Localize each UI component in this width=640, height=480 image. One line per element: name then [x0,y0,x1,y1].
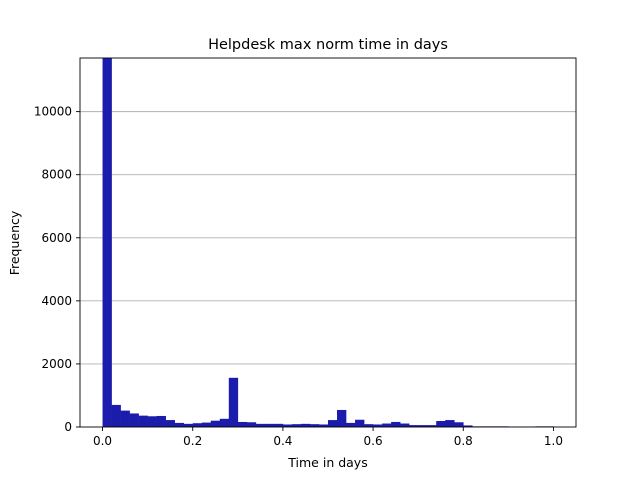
histogram-bar-30 [373,424,383,427]
histogram-bar-21 [291,424,302,427]
y-tick-label-4: 8000 [41,168,72,182]
histogram-bar-6 [156,415,166,427]
histogram-bar-9 [183,423,194,427]
histogram-bar-18 [264,423,275,427]
histogram-bar-25 [328,420,338,427]
histogram-bar-22 [300,423,311,427]
x-tick-label-2: 0.4 [273,434,292,448]
histogram-bar-11 [201,422,212,427]
plot-frame [79,57,577,428]
histogram-bar-31 [382,423,392,427]
histogram-bars [102,58,554,427]
histogram-bar-2 [120,410,130,427]
x-tick-label-4: 0.8 [454,434,473,448]
histogram-bar-13 [219,418,230,427]
histogram-bar-5 [147,416,157,427]
histogram-bar-16 [246,422,257,427]
histogram-bar-37 [436,421,446,427]
histogram-bar-10 [192,423,203,427]
histogram-bar-12 [210,420,221,427]
y-tick-label-1: 2000 [41,357,72,371]
histogram-bar-19 [273,423,284,427]
histogram-bar-23 [309,424,320,427]
y-tick-label-0: 0 [64,420,72,434]
y-axis-label: Frequency [7,210,22,275]
x-tick-label-1: 0.2 [183,434,202,448]
axis-ticks: 0.0 0.2 0.4 0.6 0.8 1.0 0 2000 4000 6000 8000 10000 [34,105,563,448]
histogram-bar-27 [346,422,356,427]
histogram-bar-32 [391,421,401,427]
histogram-bar-4 [138,415,148,427]
histogram-bar-34 [409,425,419,427]
histogram-bar-3 [129,413,139,427]
histogram-bar-7 [165,420,175,427]
histogram-bar-8 [174,422,185,427]
y-tick-label-5: 10000 [34,105,72,119]
histogram-bar-29 [364,424,374,427]
histogram-bar-36 [427,425,437,427]
histogram-bar-33 [400,423,410,427]
histogram-bar-38 [445,420,455,427]
histogram-bar-14 [228,377,239,427]
chart-title: Helpdesk max norm time in days [208,37,448,53]
gridlines [80,111,576,365]
histogram-bar-28 [355,419,365,427]
histogram-bar-15 [237,421,248,427]
histogram-bar-40 [463,425,473,427]
histogram-bar-39 [454,422,464,427]
histogram-bar-0 [102,58,112,427]
histogram-bar-20 [282,424,293,427]
histogram-bar-26 [337,409,347,427]
x-tick-label-3: 0.6 [364,434,383,448]
x-tick-label-5: 1.0 [544,434,563,448]
y-tick-label-2: 4000 [41,294,72,308]
histogram-bar-24 [318,424,329,427]
histogram-bar-35 [418,425,428,427]
y-tick-label-3: 6000 [41,231,72,245]
x-axis-label: Time in days [287,455,367,470]
x-tick-label-0: 0.0 [93,434,112,448]
histogram-bar-17 [255,423,266,427]
histogram-bar-1 [111,404,121,427]
